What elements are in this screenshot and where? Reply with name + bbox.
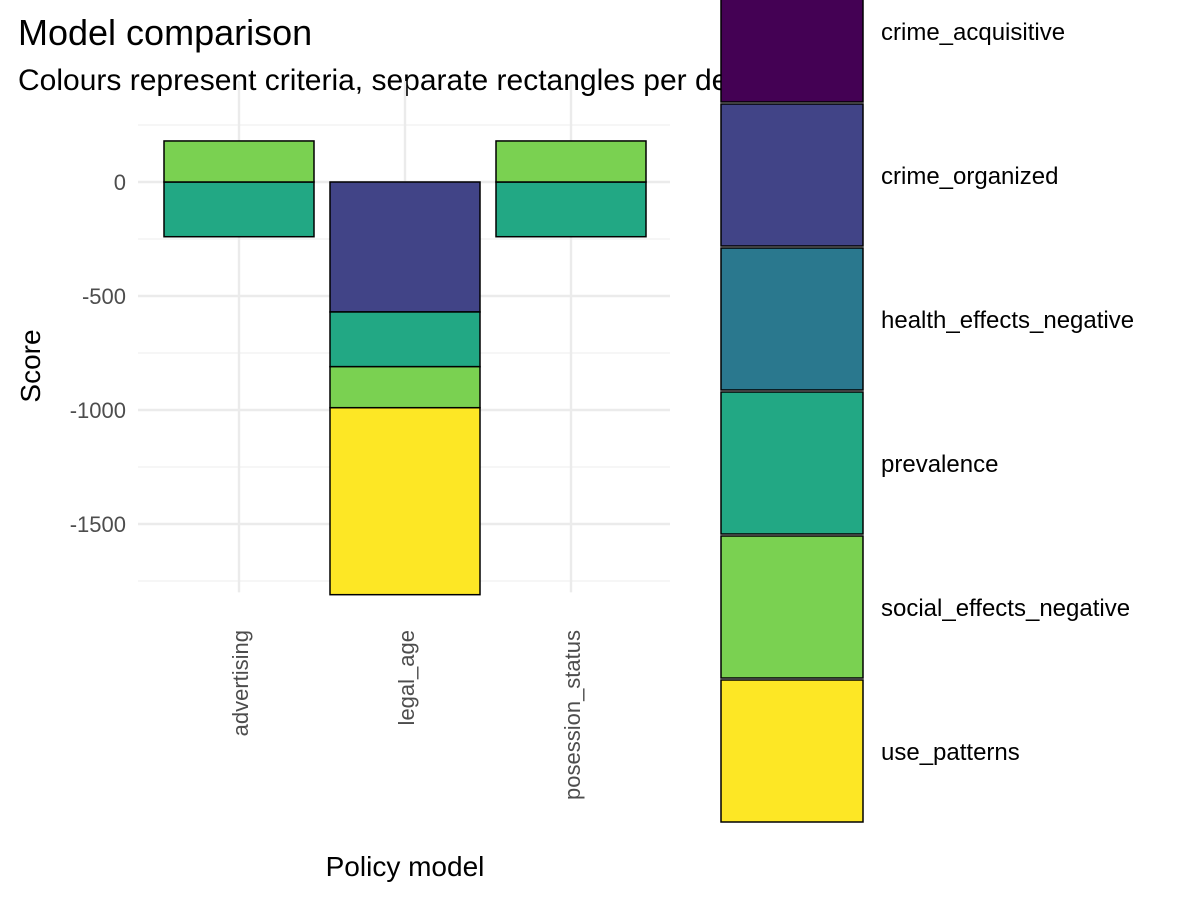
y-axis-title: Score xyxy=(15,329,46,402)
x-tick-label: advertising xyxy=(228,630,253,736)
bar-advertising-prevalence xyxy=(163,181,315,238)
legend-label-crime_organized: crime_organized xyxy=(881,163,1058,190)
legend-label-health_effects_negative: health_effects_negative xyxy=(881,307,1134,334)
bar-legal_age-social_effects_negative xyxy=(329,365,481,409)
legend-label-social_effects_negative: social_effects_negative xyxy=(881,595,1130,622)
legend-label-prevalence: prevalence xyxy=(881,451,998,478)
legend-key-health_effects_negative xyxy=(720,247,864,391)
legend-key-crime_acquisitive xyxy=(720,0,864,103)
bar-advertising-social_effects_negative xyxy=(163,140,315,183)
bar-legal_age-crime_organized xyxy=(329,181,481,313)
bars xyxy=(163,140,647,596)
bar-legal_age-prevalence xyxy=(329,311,481,368)
x-tick-labels: advertising legal_age posession_status xyxy=(228,630,585,800)
legend-key-social_effects_negative xyxy=(720,535,864,679)
chart-title: Model comparison xyxy=(18,12,313,53)
x-tick-label: legal_age xyxy=(394,630,419,725)
x-axis-title: Policy model xyxy=(326,851,485,882)
legend-key-crime_organized xyxy=(720,103,864,247)
bar-posession_status-prevalence xyxy=(495,181,647,238)
legend-label-use_patterns: use_patterns xyxy=(881,739,1020,766)
legend: crime_acquisitive crime_organized health_e… xyxy=(720,0,1134,823)
y-tick-label: 0 xyxy=(114,170,126,195)
x-tick-label: posession_status xyxy=(560,630,585,800)
y-tick-labels: 0 -500 -1000 -1500 xyxy=(70,170,126,537)
legend-label-crime_acquisitive: crime_acquisitive xyxy=(881,19,1065,46)
bar-posession_status-social_effects_negative xyxy=(495,140,647,183)
bar-legal_age-use_patterns xyxy=(329,406,481,596)
y-tick-label: -1500 xyxy=(70,512,126,537)
legend-key-use_patterns xyxy=(720,679,864,823)
legend-key-prevalence xyxy=(720,391,864,535)
chart-subtitle: Colours represent criteria, separate rec… xyxy=(18,64,806,97)
y-tick-label: -500 xyxy=(82,284,126,309)
y-tick-label: -1000 xyxy=(70,398,126,423)
